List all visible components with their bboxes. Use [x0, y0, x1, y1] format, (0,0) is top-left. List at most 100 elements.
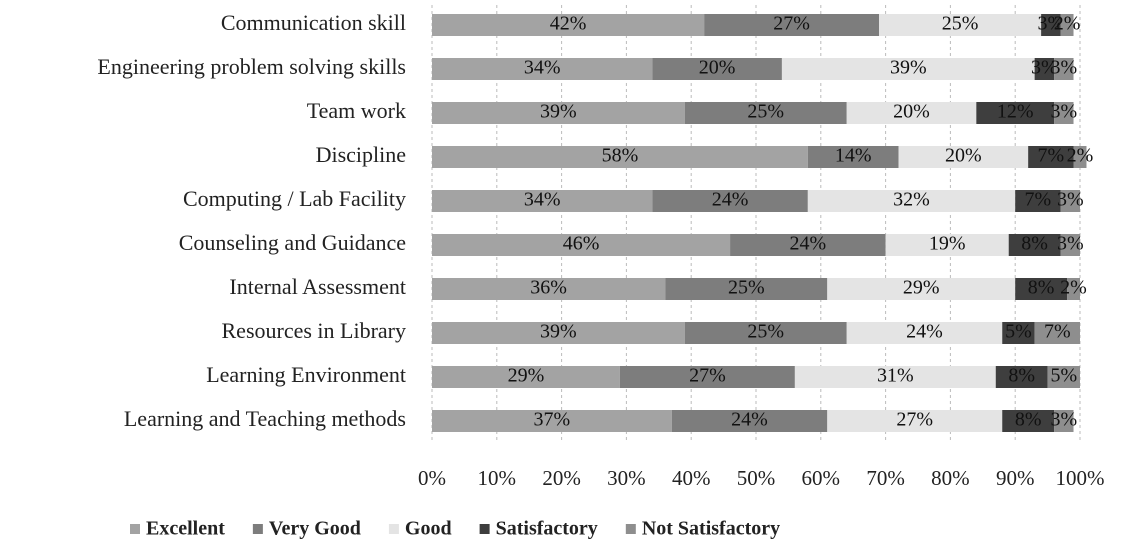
- bar-segment: [1060, 234, 1080, 256]
- bar-segment: [432, 102, 685, 124]
- value-label: 46%: [563, 233, 600, 255]
- bar-segment: [976, 102, 1055, 124]
- bar-segment: [1015, 278, 1068, 300]
- category-label: Internal Assessment: [229, 274, 406, 299]
- value-label: 20%: [699, 57, 736, 79]
- x-tick-label: 90%: [996, 466, 1035, 490]
- value-label: 20%: [893, 101, 930, 123]
- x-tick-label: 20%: [542, 466, 581, 490]
- bar-segment: [1002, 322, 1035, 344]
- bar-segment: [730, 234, 886, 256]
- legend-label: Very Good: [269, 518, 361, 540]
- value-label: 34%: [524, 57, 561, 79]
- bar-segment: [1067, 278, 1080, 300]
- value-label: 24%: [712, 189, 749, 211]
- bar-segment: [1008, 234, 1061, 256]
- value-label: 29%: [508, 365, 545, 387]
- value-label: 5%: [1050, 365, 1077, 387]
- x-tick-label: 10%: [478, 466, 517, 490]
- value-label: 58%: [602, 145, 639, 167]
- value-label: 25%: [747, 101, 784, 123]
- value-label: 2%: [1060, 277, 1087, 299]
- value-label: 39%: [890, 57, 927, 79]
- category-label: Communication skill: [221, 10, 406, 35]
- x-tick-label: 30%: [607, 466, 646, 490]
- x-tick-label: 0%: [418, 466, 446, 490]
- value-label: 2%: [1067, 145, 1094, 167]
- bar-segment: [432, 58, 653, 80]
- bar-segment: [619, 366, 795, 388]
- x-tick-label: 50%: [737, 466, 776, 490]
- bar-segment: [807, 190, 1016, 212]
- value-label: 27%: [689, 365, 726, 387]
- value-label: 3%: [1057, 189, 1084, 211]
- bar-segment: [432, 190, 653, 212]
- value-label: 20%: [945, 145, 982, 167]
- bar-segment: [432, 322, 685, 344]
- bar-segment: [684, 322, 847, 344]
- value-label: 3%: [1050, 101, 1077, 123]
- legend-label: Good: [405, 518, 452, 540]
- bar-segment: [1002, 410, 1055, 432]
- legend-label: Not Satisfactory: [642, 518, 780, 540]
- legend-swatch: [130, 524, 140, 534]
- legend-label: Satisfactory: [496, 518, 598, 540]
- bar-segment: [1054, 58, 1074, 80]
- value-label: 3%: [1057, 233, 1084, 255]
- bar-segment: [432, 146, 808, 168]
- value-label: 34%: [524, 189, 561, 211]
- x-tick-label: 40%: [672, 466, 711, 490]
- bar-segment: [879, 14, 1042, 36]
- value-label: 12%: [997, 101, 1034, 123]
- value-label: 27%: [773, 13, 810, 35]
- bar-segment: [1054, 102, 1074, 124]
- bar-segment: [1034, 58, 1055, 80]
- value-label: 7%: [1038, 145, 1065, 167]
- value-label: 25%: [747, 321, 784, 343]
- value-label: 24%: [790, 233, 827, 255]
- bar-segment: [995, 366, 1048, 388]
- bar-segment: [794, 366, 996, 388]
- bar-segment: [1028, 146, 1074, 168]
- bar-segment: [432, 410, 672, 432]
- value-label: 2%: [1054, 13, 1081, 35]
- bar-segment: [1073, 146, 1087, 168]
- value-label: 24%: [731, 409, 768, 431]
- category-label: Computing / Lab Facility: [183, 186, 406, 211]
- bar-segment: [846, 322, 1003, 344]
- bar-segment: [665, 278, 828, 300]
- category-label: Resources in Library: [222, 318, 407, 343]
- bar-segment: [1054, 410, 1074, 432]
- legend-swatch: [625, 524, 636, 534]
- bar-segment: [1060, 190, 1080, 212]
- category-label: Engineering problem solving skills: [97, 54, 406, 79]
- legend-label: Excellent: [146, 518, 225, 540]
- bar-segment: [827, 410, 1003, 432]
- value-label: 31%: [877, 365, 914, 387]
- bar-segment: [1034, 322, 1080, 344]
- category-label: Team work: [307, 98, 406, 123]
- category-label: Learning Environment: [206, 362, 406, 387]
- legend-swatch: [252, 524, 263, 534]
- bar-segment: [432, 14, 705, 36]
- value-label: 3%: [1050, 409, 1077, 431]
- x-tick-label: 60%: [802, 466, 841, 490]
- bar-segment: [432, 234, 731, 256]
- value-label: 19%: [929, 233, 966, 255]
- value-label: 8%: [1008, 365, 1035, 387]
- value-label: 36%: [530, 277, 567, 299]
- bar-segment: [652, 58, 782, 80]
- value-label: 8%: [1015, 409, 1042, 431]
- bar-segment: [1060, 14, 1074, 36]
- legend-swatch: [388, 524, 399, 534]
- value-label: 27%: [896, 409, 933, 431]
- value-label: 8%: [1021, 233, 1048, 255]
- value-label: 32%: [893, 189, 930, 211]
- value-label: 5%: [1005, 321, 1032, 343]
- bar-segment: [781, 58, 1035, 80]
- bar-segment: [846, 102, 977, 124]
- bar-segment: [1041, 14, 1061, 36]
- legend-swatch: [479, 524, 490, 534]
- bar-segment: [652, 190, 808, 212]
